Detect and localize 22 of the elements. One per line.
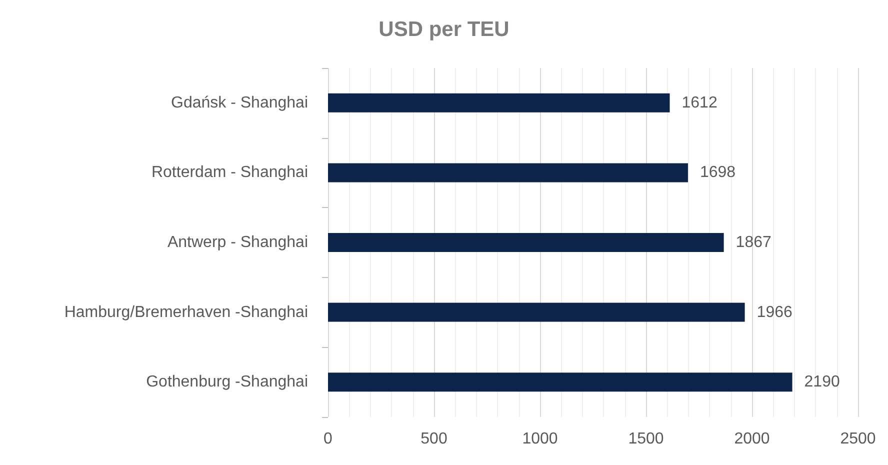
data-label: 1698 — [700, 164, 736, 182]
y-tick-label: Rotterdam - Shanghai — [151, 164, 308, 182]
bar — [328, 302, 745, 322]
y-tick-label: Gdańsk - Shanghai — [171, 94, 308, 112]
y-tick-label: Hamburg/Bremerhaven -Shanghai — [64, 304, 308, 321]
bar — [328, 372, 792, 392]
x-tick-label: 2000 — [734, 430, 770, 448]
data-label: 1966 — [756, 304, 792, 321]
data-label: 2190 — [804, 374, 840, 391]
chart-title: USD per TEU — [378, 18, 510, 41]
x-tick-label: 2500 — [840, 430, 876, 448]
data-label: 1612 — [682, 94, 718, 112]
bar — [328, 233, 724, 252]
x-tick-label: 1500 — [628, 430, 664, 448]
bar — [328, 93, 670, 112]
data-label: 1867 — [736, 234, 772, 251]
bar — [328, 163, 688, 182]
y-tick-label: Antwerp - Shanghai — [167, 234, 308, 251]
x-tick-label: 0 — [324, 430, 333, 448]
x-tick-label: 1000 — [522, 430, 558, 448]
y-tick-label: Gothenburg -Shanghai — [146, 374, 308, 391]
x-tick-label: 500 — [420, 430, 448, 448]
